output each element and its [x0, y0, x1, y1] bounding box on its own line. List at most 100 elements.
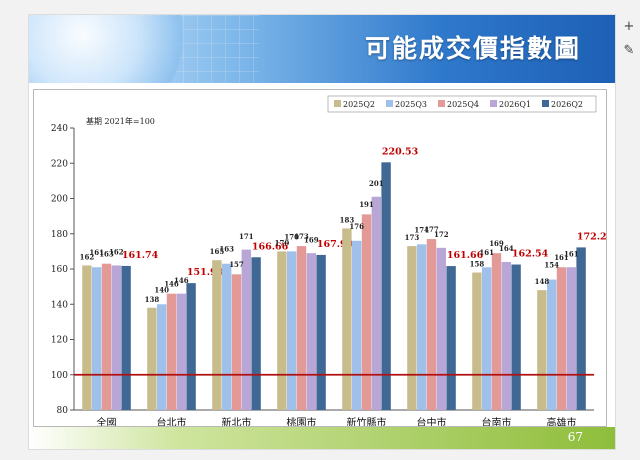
data-label-highlight: 151.98 [187, 267, 224, 278]
bar [436, 247, 446, 410]
bar [212, 260, 222, 410]
x-tick-label: 台北市 [157, 416, 187, 426]
legend-swatch [334, 100, 341, 107]
data-label: 161 [564, 249, 579, 258]
legend-box [327, 95, 597, 113]
data-label: 148 [535, 277, 550, 286]
bar [241, 249, 251, 410]
data-label-highlight: 220.53 [382, 146, 418, 157]
bar [472, 272, 482, 410]
bar [306, 253, 316, 410]
data-label: 163 [219, 245, 234, 254]
data-label: 176 [349, 222, 364, 231]
data-label: 161 [479, 248, 494, 257]
data-label: 169 [304, 235, 319, 244]
data-label: 183 [340, 215, 355, 224]
data-label: 158 [470, 260, 485, 269]
legend-label: 2025Q4 [447, 100, 479, 109]
bar [537, 290, 547, 410]
plus-icon[interactable]: + [623, 19, 635, 34]
bar [491, 253, 502, 410]
data-label: 191 [359, 200, 374, 209]
bar [511, 264, 521, 410]
title-banner: 可能成交價指數圖 [29, 15, 615, 83]
bar [381, 162, 391, 410]
legend-label: 2025Q3 [395, 100, 427, 109]
data-label: 163 [99, 250, 114, 259]
bar [547, 279, 557, 410]
bar [157, 304, 167, 410]
pencil-icon[interactable]: ✎ [623, 43, 635, 58]
bar [251, 257, 261, 410]
bar [147, 307, 157, 410]
globe-graphic [29, 15, 191, 83]
data-label: 138 [145, 295, 160, 304]
page-number: 67 [567, 430, 583, 444]
data-label-highlight: 166.66 [252, 241, 289, 252]
base-period-note: 基期 2021年=100 [86, 116, 155, 126]
data-label: 170 [275, 238, 290, 247]
data-label: 172 [434, 230, 449, 239]
x-tick-label: 新北市 [222, 416, 252, 426]
y-tick-label: 140 [51, 300, 68, 310]
data-label: 173 [294, 232, 309, 241]
x-tick-label: 新竹縣市 [347, 416, 387, 426]
bar [371, 196, 381, 410]
slide-title: 可能成交價指數圖 [364, 34, 581, 63]
bar [82, 265, 92, 410]
data-label-highlight: 172.26 [577, 231, 606, 242]
data-label: 201 [369, 179, 384, 188]
slide: 可能成交價指數圖 80 100 120 140 160 180 200 220 240 基期 20… [28, 14, 616, 450]
legend-swatch [490, 100, 497, 107]
x-tick-label: 桃園市 [287, 416, 317, 426]
chart-area: 80 100 120 140 160 180 200 220 240 基期 2021年=100 20… [33, 89, 614, 429]
data-label: 162 [80, 252, 95, 261]
legend-swatch [386, 100, 393, 107]
data-label: 165 [210, 247, 225, 256]
bar [556, 267, 567, 410]
data-label: 173 [405, 233, 420, 242]
data-label-highlight: 161.66 [447, 250, 484, 261]
y-tick-label: 180 [51, 230, 68, 240]
legend-label: 2025Q2 [343, 100, 375, 109]
data-label: 169 [489, 239, 504, 248]
bar [111, 265, 121, 410]
y-tick-label: 240 [51, 124, 68, 134]
data-label: 140 [154, 285, 169, 294]
data-label: 162 [109, 248, 124, 257]
data-label: 157 [229, 260, 244, 269]
data-label: 177 [424, 225, 439, 234]
bar [186, 283, 196, 410]
bar [361, 214, 372, 410]
bar [446, 266, 456, 410]
y-tick-label: 120 [51, 336, 68, 346]
bar [352, 240, 362, 410]
data-label: 164 [499, 244, 514, 253]
data-label-highlight: 161.74 [122, 250, 159, 261]
y-tick-label: 160 [51, 265, 68, 275]
y-tick-label: 80 [57, 406, 69, 416]
data-label: 161 [554, 253, 569, 262]
bar [417, 244, 427, 410]
bar [277, 251, 287, 410]
data-label-highlight: 162.54 [512, 249, 549, 260]
right-toolbar: + ✎ [622, 20, 636, 68]
bar [121, 265, 131, 410]
data-label: 174 [414, 225, 429, 234]
bar [426, 239, 437, 410]
data-label: 171 [239, 232, 254, 241]
bar [166, 293, 177, 410]
y-tick-label: 200 [51, 195, 68, 205]
bar [101, 263, 112, 410]
x-tick-label: 台南市 [482, 416, 512, 426]
data-label: 154 [544, 261, 559, 270]
bar [342, 228, 352, 410]
legend-swatch [438, 100, 445, 107]
x-tick-label: 高雄市 [547, 416, 577, 426]
y-tick-label: 100 [51, 371, 68, 381]
data-label: 170 [284, 232, 299, 241]
bar-chart: 80 100 120 140 160 180 200 220 240 基期 2021年=100 20… [51, 95, 614, 429]
bar [231, 274, 242, 410]
bar [92, 267, 102, 410]
y-tick-label: 220 [51, 159, 68, 169]
